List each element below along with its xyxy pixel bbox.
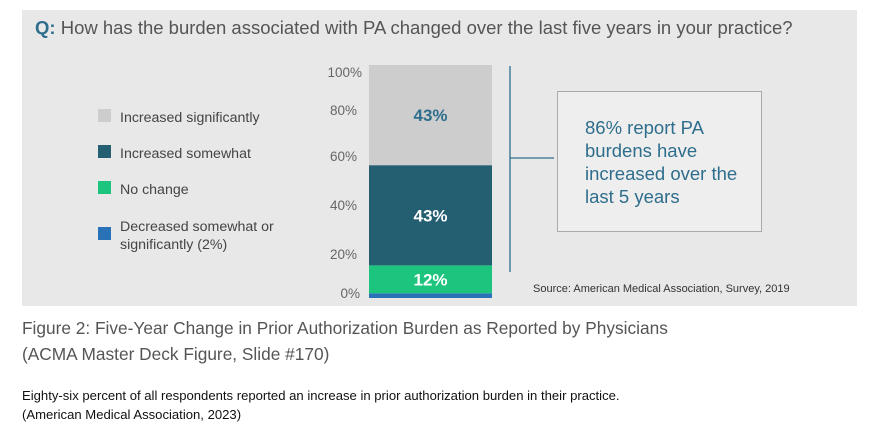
legend-swatch-increased-somewhat: [98, 145, 111, 158]
legend-swatch-decreased: [98, 227, 111, 240]
legend-label-decreased: Decreased somewhat or significantly (2%): [120, 219, 274, 253]
figure-caption: Figure 2: Five-Year Change in Prior Auth…: [22, 318, 668, 364]
y-tick-60: 60%: [329, 149, 357, 164]
y-tick-80: 80%: [329, 103, 357, 118]
question-prefix: Q:: [35, 17, 56, 38]
y-tick-100: 100%: [327, 65, 362, 80]
y-tick-40: 40%: [329, 198, 357, 213]
legend-label-increased-somewhat: Increased somewhat: [120, 146, 251, 162]
legend-item-increased-significantly: Increased significantly: [98, 109, 290, 127]
bar-segment-increased-significantly: [369, 65, 492, 166]
legend-swatch-no-change: [98, 181, 111, 194]
legend-label-no-change: No change: [120, 182, 189, 198]
source-note: Source: American Medical Association, Su…: [533, 283, 790, 295]
callout-box: 86% report PA burdens have increased ove…: [557, 91, 762, 232]
y-tick-0: 0%: [340, 286, 360, 301]
survey-question: Q: How has the burden associated with PA…: [35, 17, 793, 39]
bar-label-increased-significantly: 43%: [413, 106, 447, 125]
bar-label-no-change: 12%: [413, 270, 447, 289]
bar-segment-decreased-somewhat-or-significantly: [369, 293, 492, 298]
body-note: Eighty-six percent of all respondents re…: [22, 388, 620, 422]
bar-segment-increased-somewhat: [369, 165, 492, 266]
bar-segment-no-change: [369, 265, 492, 294]
legend-item-increased-somewhat: Increased somewhat: [98, 145, 290, 163]
legend-swatch-increased-significantly: [98, 109, 111, 122]
legend-item-no-change: No change: [98, 181, 290, 199]
legend-item-decreased: Decreased somewhat or significantly (2%): [98, 218, 290, 254]
bar-label-increased-somewhat: 43%: [413, 206, 447, 225]
y-tick-20: 20%: [329, 247, 357, 262]
legend-label-increased-significantly: Increased significantly: [120, 110, 260, 126]
question-text: How has the burden associated with PA ch…: [60, 17, 793, 38]
callout-text: 86% report PA burdens have increased ove…: [585, 117, 738, 207]
